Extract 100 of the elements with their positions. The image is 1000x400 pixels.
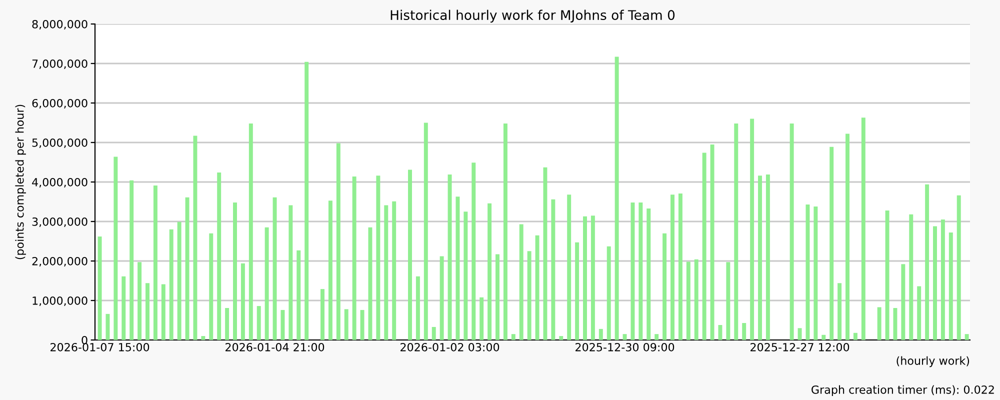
bar (686, 262, 690, 340)
bar (940, 220, 945, 340)
bar (766, 174, 770, 340)
bar (130, 180, 134, 340)
bar (424, 122, 428, 340)
bar (440, 256, 444, 340)
bar (368, 227, 372, 340)
bar (838, 283, 842, 340)
bar (201, 336, 206, 340)
bar (806, 204, 810, 340)
bar (448, 174, 452, 340)
bar (917, 286, 922, 340)
bar (750, 118, 754, 340)
bar (630, 202, 635, 340)
x-tick-label: 2025-12-27 12:00 (750, 342, 850, 352)
bar (543, 167, 548, 340)
bar (472, 162, 476, 340)
bar (893, 308, 898, 340)
bar (662, 233, 667, 340)
bar (456, 196, 460, 340)
bar (790, 124, 794, 340)
x-tick-label: 2026-01-07 15:00 (50, 342, 150, 352)
bar (590, 216, 595, 340)
bar (225, 308, 230, 340)
bar (614, 56, 619, 340)
bar (822, 334, 826, 340)
bar (511, 334, 516, 340)
bar (256, 306, 261, 340)
bar (488, 203, 492, 340)
bar (503, 124, 508, 340)
bar (496, 254, 500, 340)
bar (416, 276, 420, 340)
bar (718, 324, 722, 340)
bar (901, 264, 906, 340)
x-tick-label: 2026-01-02 03:00 (400, 342, 500, 352)
bar (598, 328, 603, 340)
bar (304, 62, 309, 340)
bar (877, 307, 882, 340)
bar (964, 334, 969, 340)
bar (861, 118, 866, 340)
bar (233, 202, 237, 340)
bar (885, 210, 890, 340)
bar (240, 263, 245, 340)
bar (606, 246, 611, 340)
bar (559, 336, 564, 340)
bar (830, 146, 834, 340)
x-tick-label: 2025-12-30 09:00 (576, 342, 674, 352)
bar (280, 310, 285, 340)
bar (956, 195, 961, 340)
bar (726, 262, 730, 340)
bar (670, 194, 674, 340)
bar (193, 136, 198, 340)
bar (336, 143, 340, 340)
bar (114, 156, 118, 340)
bar (583, 216, 587, 340)
bar (710, 144, 714, 340)
y-tick-label: 4,000,000 (32, 178, 88, 188)
bar (758, 176, 762, 340)
bar (464, 212, 468, 340)
bar (185, 197, 190, 340)
bar (248, 124, 253, 340)
bar (384, 205, 388, 340)
bar (519, 224, 524, 340)
bar (575, 242, 580, 340)
chart-title: Historical hourly work for MJohns of Team 0 (390, 10, 675, 23)
bar (638, 202, 643, 340)
bar (853, 332, 858, 340)
bar (264, 227, 269, 340)
bar (98, 236, 102, 340)
bar (296, 250, 301, 340)
bar (909, 214, 914, 340)
bar (678, 193, 682, 340)
bar (138, 262, 142, 340)
bar (551, 199, 556, 340)
bar (320, 289, 324, 340)
y-axis-title: (points completed per hour) (15, 104, 26, 260)
bar (694, 259, 698, 340)
bar (814, 206, 818, 340)
bar (328, 200, 332, 340)
bar (846, 134, 850, 340)
y-tick-label: 8,000,000 (32, 20, 88, 30)
y-tick-label: 3,000,000 (32, 217, 88, 228)
bar (161, 284, 166, 340)
bar (352, 176, 356, 340)
y-tick-label: 7,000,000 (32, 59, 88, 70)
x-tick-label: 2026-01-04 21:00 (226, 342, 324, 352)
x-axis-title: (hourly work) (896, 356, 970, 368)
bar (432, 326, 436, 340)
bar (344, 309, 348, 340)
bar (153, 186, 158, 340)
bar (933, 226, 937, 340)
bar (288, 205, 293, 340)
bar (702, 152, 706, 340)
bar (146, 283, 150, 340)
bar (376, 176, 380, 340)
bar (948, 232, 953, 340)
bar (742, 323, 746, 340)
bar (527, 251, 532, 340)
bar (408, 170, 412, 340)
bar (360, 310, 364, 340)
